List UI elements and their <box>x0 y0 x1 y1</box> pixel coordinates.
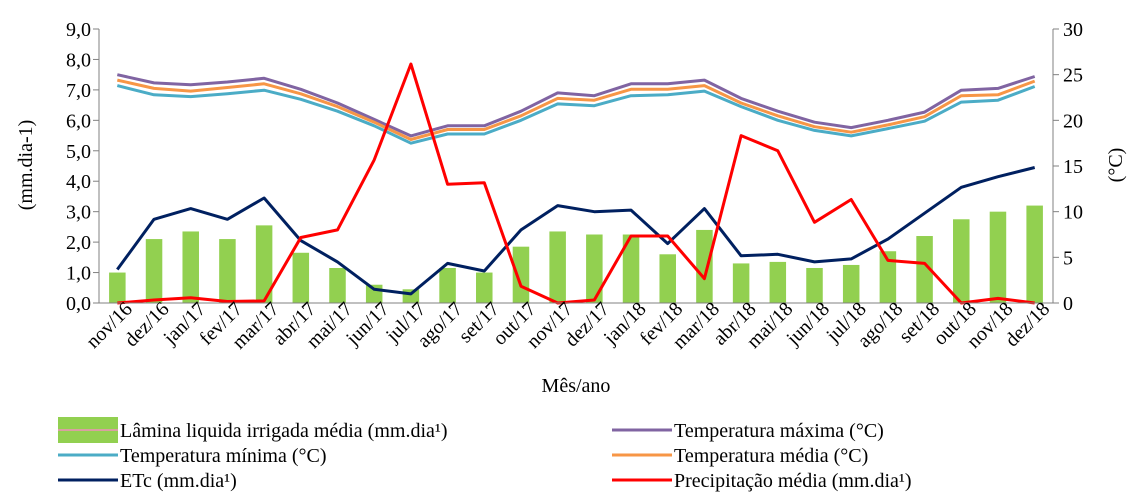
bar <box>182 231 199 303</box>
left-tick-labels: 0,0 1,0 2,0 3,0 4,0 5,0 6,0 7,0 8,0 9,0 <box>66 19 99 315</box>
bar <box>586 234 603 303</box>
bar <box>476 272 493 303</box>
right-axis-title: (°C) <box>1105 148 1127 183</box>
legend-label: Lâmina liquida irrigada média (mm.dia¹) <box>120 420 448 442</box>
right-tick-label: 25 <box>1063 65 1083 87</box>
right-tick-label: 0 <box>1063 293 1073 315</box>
legend-label: ETc (mm.dia¹) <box>120 470 237 492</box>
left-axis-title: (mm.dia-1) <box>15 120 37 211</box>
legend-label: Temperatura máxima (°C) <box>674 420 884 442</box>
series-line-precipitacao-media-mm-dia <box>117 62 1035 305</box>
bar-series <box>109 205 1043 303</box>
legend: Lâmina liquida irrigada média (mm.dia¹) T… <box>58 417 912 492</box>
left-tick-label: 6,0 <box>66 110 91 132</box>
line-series <box>116 62 1036 305</box>
bar <box>549 231 566 303</box>
bar <box>1026 205 1043 303</box>
left-tick-label: 1,0 <box>66 263 91 285</box>
bar <box>219 239 236 303</box>
left-tick-label: 9,0 <box>66 19 91 41</box>
bar <box>953 219 970 303</box>
bar <box>329 267 346 303</box>
legend-label: Temperatura média (°C) <box>674 445 868 467</box>
right-tick-label: 30 <box>1063 19 1083 41</box>
category-labels: nov/16dez/16jan/17fev/17mar/17abr/17mai/… <box>82 298 1054 354</box>
bar <box>732 263 750 303</box>
left-tick-label: 5,0 <box>66 141 91 163</box>
bar <box>659 254 676 303</box>
bar <box>806 267 823 303</box>
legend-label: Precipitação média (mm.dia¹) <box>674 470 912 492</box>
legend-label: Temperatura mínima (°C) <box>120 445 327 467</box>
left-tick-label: 8,0 <box>66 49 91 71</box>
series-line-temperatura-minima-c <box>116 84 1036 145</box>
bar <box>439 267 456 303</box>
bar <box>842 264 860 303</box>
series-line-etc-mm-dia <box>116 166 1036 296</box>
right-tick-label: 15 <box>1063 156 1083 178</box>
left-tick-label: 3,0 <box>66 202 91 224</box>
series-line-temperatura-media-c <box>116 78 1036 141</box>
bar <box>989 211 1007 303</box>
bar <box>145 239 163 303</box>
left-tick-label: 4,0 <box>66 171 91 193</box>
bar <box>696 229 713 303</box>
left-tick-label: 7,0 <box>66 80 91 102</box>
x-axis-title: Mês/ano <box>542 375 611 397</box>
bar <box>292 252 310 303</box>
right-tick-label: 10 <box>1063 202 1083 224</box>
right-tick-label: 5 <box>1063 247 1073 269</box>
series-line-temperatura-maxima-c <box>116 73 1036 138</box>
bar <box>769 261 787 303</box>
bar <box>109 272 126 303</box>
bar <box>879 251 897 303</box>
left-tick-label: 2,0 <box>66 232 91 254</box>
bar <box>512 246 530 303</box>
bar <box>255 225 273 303</box>
bar <box>916 236 933 303</box>
right-tick-labels: 0 5 10 15 20 25 30 <box>1053 19 1083 315</box>
right-tick-label: 20 <box>1063 110 1083 132</box>
bar <box>622 234 640 303</box>
left-tick-label: 0,0 <box>66 293 91 315</box>
